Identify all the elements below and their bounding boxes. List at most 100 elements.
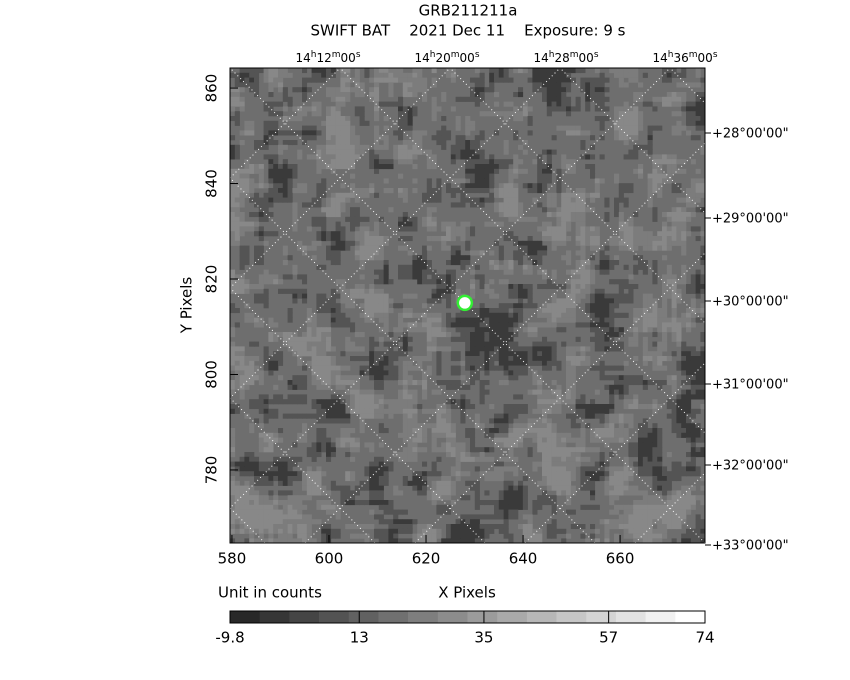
image-pixel [518, 168, 524, 174]
image-pixel [590, 303, 596, 309]
image-pixel [412, 533, 418, 539]
image-pixel [551, 471, 557, 477]
image-pixel [498, 77, 504, 83]
image-pixel [522, 183, 528, 189]
image-pixel [254, 500, 260, 506]
image-pixel [489, 524, 495, 530]
image-pixel [335, 130, 341, 136]
image-pixel [340, 154, 346, 160]
image-pixel [633, 452, 639, 458]
image-pixel [273, 466, 279, 472]
image-pixel [647, 312, 653, 318]
image-pixel [556, 485, 562, 491]
image-pixel [546, 461, 552, 467]
image-pixel [676, 504, 682, 510]
image-pixel [647, 308, 653, 314]
image-pixel [350, 159, 356, 165]
image-pixel [364, 500, 370, 506]
image-pixel [455, 447, 461, 453]
image-pixel [388, 356, 394, 362]
image-pixel [234, 408, 240, 414]
image-pixel [234, 380, 240, 386]
image-pixel [532, 303, 538, 309]
image-pixel [402, 375, 408, 381]
image-pixel [369, 298, 375, 304]
image-pixel [431, 159, 437, 165]
image-pixel [652, 279, 658, 285]
image-pixel [686, 327, 692, 333]
image-pixel [662, 341, 668, 347]
image-pixel [374, 298, 380, 304]
image-pixel [609, 389, 615, 395]
image-pixel [628, 120, 634, 126]
image-pixel [244, 255, 250, 261]
image-pixel [513, 495, 519, 501]
image-pixel [614, 298, 620, 304]
image-pixel [230, 284, 236, 290]
image-pixel [652, 260, 658, 266]
image-pixel [230, 173, 236, 179]
image-pixel [666, 293, 672, 299]
image-pixel [575, 408, 581, 414]
image-pixel [551, 504, 557, 510]
image-pixel [407, 226, 413, 232]
image-pixel [378, 250, 384, 256]
image-pixel [618, 106, 624, 112]
image-pixel [335, 514, 341, 520]
image-pixel [268, 480, 274, 486]
image-pixel [465, 154, 471, 160]
image-pixel [302, 68, 308, 74]
image-pixel [690, 101, 696, 107]
image-pixel [671, 212, 677, 218]
image-pixel [306, 125, 312, 131]
image-pixel [369, 77, 375, 83]
image-pixel [287, 173, 293, 179]
image-pixel [489, 308, 495, 314]
image-pixel [527, 236, 533, 242]
image-pixel [513, 428, 519, 434]
image-pixel [335, 399, 341, 405]
image-pixel [690, 159, 696, 165]
image-pixel [652, 207, 658, 213]
image-pixel [431, 341, 437, 347]
image-pixel [292, 476, 298, 482]
image-pixel [546, 476, 552, 482]
image-pixel [618, 384, 624, 390]
image-pixel [652, 303, 658, 309]
image-pixel [609, 408, 615, 414]
image-pixel [614, 240, 620, 246]
image-pixel [623, 293, 629, 299]
image-pixel [470, 370, 476, 376]
image-pixel [657, 154, 663, 160]
image-pixel [446, 312, 452, 318]
image-pixel [628, 504, 634, 510]
image-pixel [321, 308, 327, 314]
image-pixel [537, 87, 543, 93]
image-pixel [282, 336, 288, 342]
image-pixel [513, 404, 519, 410]
image-pixel [662, 476, 668, 482]
image-pixel [556, 216, 562, 222]
image-pixel [566, 452, 572, 458]
image-pixel [614, 476, 620, 482]
image-pixel [657, 317, 663, 323]
image-pixel [580, 221, 586, 227]
image-pixel [570, 524, 576, 530]
image-pixel [460, 327, 466, 333]
image-pixel [513, 130, 519, 136]
image-pixel [268, 317, 274, 323]
image-pixel [412, 135, 418, 141]
image-pixel [518, 111, 524, 117]
image-pixel [686, 365, 692, 371]
image-pixel [407, 87, 413, 93]
image-pixel [369, 303, 375, 309]
image-pixel [311, 399, 317, 405]
image-pixel [398, 432, 404, 438]
image-pixel [561, 154, 567, 160]
image-pixel [647, 144, 653, 150]
image-pixel [326, 231, 332, 237]
image-pixel [321, 356, 327, 362]
image-pixel [527, 116, 533, 122]
image-pixel [546, 149, 552, 155]
image-pixel [633, 447, 639, 453]
